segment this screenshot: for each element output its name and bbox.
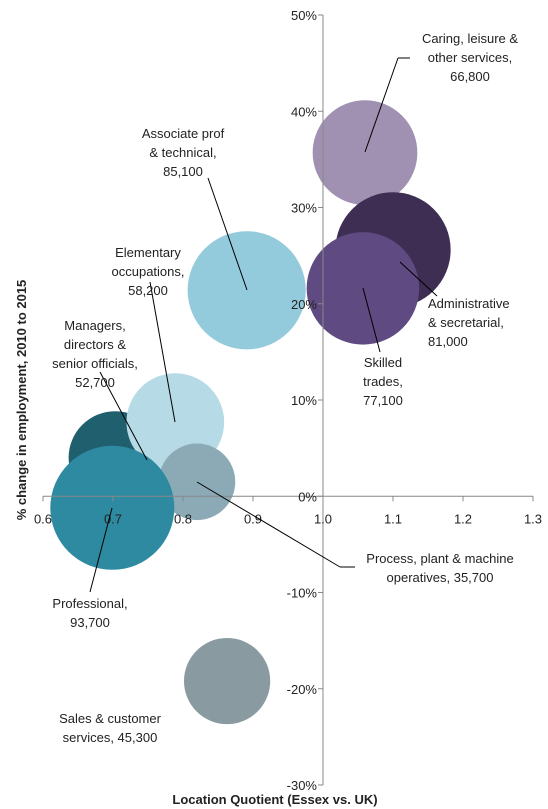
leader-line	[99, 371, 148, 461]
data-label: senior officials,	[52, 356, 138, 371]
x-tick-label: 0.8	[174, 511, 192, 526]
leader-line	[149, 281, 176, 423]
data-label: Managers,	[64, 318, 125, 333]
data-label: Associate prof	[142, 126, 225, 141]
y-tick-label: 40%	[291, 104, 317, 119]
x-tick-label: 0.7	[104, 511, 122, 526]
y-tick-label: 30%	[291, 201, 317, 216]
bubble	[158, 443, 236, 521]
bubble	[312, 100, 418, 205]
data-label: trades,	[363, 374, 403, 389]
x-axis-title: Location Quotient (Essex vs. UK)	[172, 792, 377, 807]
data-label: Sales & customer	[59, 711, 162, 726]
x-tick-label: 0.9	[244, 511, 262, 526]
data-label: 85,100	[163, 164, 203, 179]
data-label: & secretarial,	[428, 315, 504, 330]
bubble	[187, 231, 306, 350]
data-label: & technical,	[149, 145, 216, 160]
y-tick-label: 20%	[291, 297, 317, 312]
leader-line	[89, 507, 113, 593]
y-tick-label: -20%	[287, 682, 318, 697]
data-label: 93,700	[70, 615, 110, 630]
data-label: Skilled	[364, 355, 402, 370]
data-label: occupations,	[112, 264, 185, 279]
data-label: Professional,	[52, 596, 127, 611]
data-label: 58,200	[128, 283, 168, 298]
x-tick-label: 1.3	[524, 511, 542, 526]
x-tick-label: 1.0	[314, 511, 332, 526]
data-label: Caring, leisure &	[422, 31, 518, 46]
y-tick-label: 0%	[298, 489, 317, 504]
data-label: other services,	[428, 50, 513, 65]
leader-line	[362, 287, 381, 353]
data-label: directors &	[64, 337, 126, 352]
data-label: operatives, 35,700	[387, 570, 494, 585]
x-tick-label: 0.6	[34, 511, 52, 526]
y-tick-label: -30%	[287, 778, 318, 793]
leader-line	[364, 57, 399, 153]
y-axis-title: % change in employment, 2010 to 2015	[14, 280, 29, 521]
y-tick-label: 50%	[291, 8, 317, 23]
data-label: 52,700	[75, 375, 115, 390]
data-label: 77,100	[363, 393, 403, 408]
bubble	[50, 445, 175, 570]
bubble	[183, 637, 271, 725]
data-label: Process, plant & machine	[366, 551, 513, 566]
y-tick-label: 10%	[291, 393, 317, 408]
leader-line	[399, 261, 438, 297]
leader-line	[207, 177, 248, 291]
x-tick-label: 1.2	[454, 511, 472, 526]
data-label: services, 45,300	[63, 730, 158, 745]
data-label: 66,800	[450, 69, 490, 84]
data-label: Elementary	[115, 245, 181, 260]
data-label: 81,000	[428, 334, 468, 349]
data-label: Administrative	[428, 296, 510, 311]
y-tick-label: -10%	[287, 586, 318, 601]
leader-line	[196, 481, 341, 568]
x-tick-label: 1.1	[384, 511, 402, 526]
